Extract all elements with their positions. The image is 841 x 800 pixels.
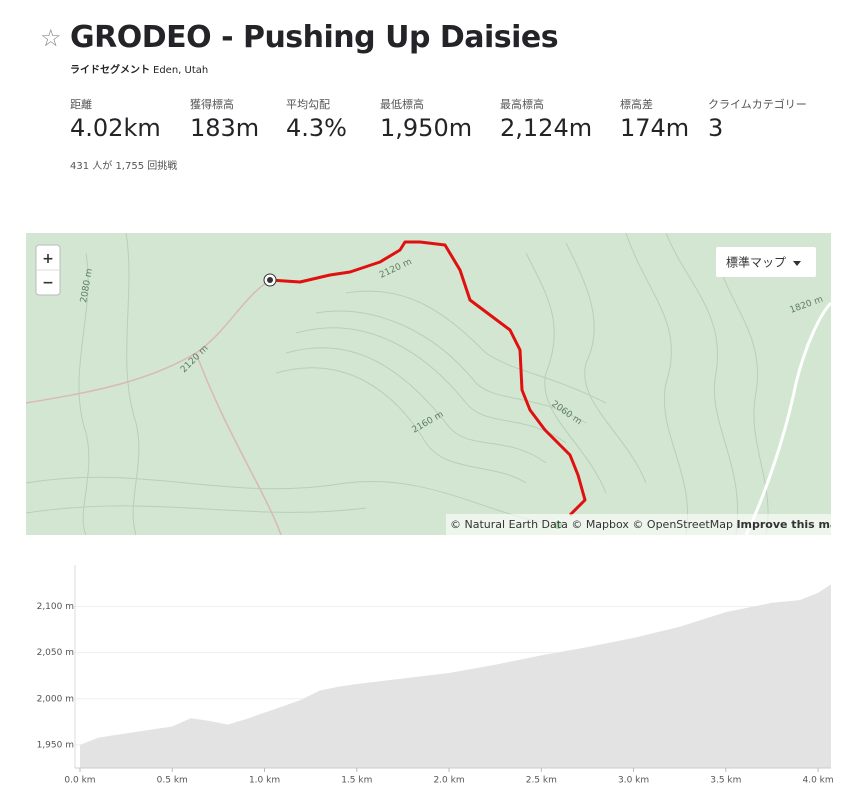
stat-label: 最高標高 [500,98,544,111]
route [269,240,587,517]
highway [744,301,831,535]
y-tick-label: 1,950 m [37,740,74,750]
improve-link[interactable]: Improve this map [736,518,831,531]
map-bg [26,233,831,535]
stat-label: クライムカテゴリー [708,98,807,111]
elevation-area [80,584,831,768]
x-tick-label: 1.0 km [249,776,280,786]
stat-value: 174m [620,114,690,142]
x-tick-label: 3.5 km [710,776,741,786]
y-tick-label: 2,050 m [37,648,74,658]
x-tick-label: 2.5 km [526,776,557,786]
stat-label: 標高差 [620,98,653,111]
stat-label: 最低標高 [380,98,424,111]
x-tick-label: 4.0 km [803,776,834,786]
x-tick-label: 0.0 km [64,776,95,786]
x-tick-label: 0.5 km [157,776,188,786]
stat-value: 3 [708,114,724,142]
roads [26,279,282,535]
stat-label: 距離 [70,98,92,111]
segment-title: GRODEO - Pushing Up Daisies [70,20,559,55]
style-button[interactable]: 標準マップ [726,255,786,270]
elevation-chart: 1,950 m 2,000 m 2,050 m 2,100 m 0.0 km 0.5 km… [37,565,834,786]
x-tick-label: 3.0 km [618,776,649,786]
dropdown-caret [793,261,801,266]
zoom-in[interactable]: + [42,251,54,267]
attribution: © Natural Earth Data © Mapbox © OpenStre… [450,518,831,531]
segment-subtitle: ライドセグメント Eden, Utah [70,61,208,76]
x-tick-label: 2.0 km [433,776,464,786]
y-tick-label: 2,000 m [37,694,74,704]
stat-value: 1,950m [380,114,473,142]
stat-value: 4.02km [70,114,161,142]
stat-value: 4.3% [286,114,347,142]
attempts: 431 人が 1,755 回挑戦 [70,161,178,172]
stat-label: 平均勾配 [286,98,330,111]
y-tick-label: 2,100 m [37,602,74,612]
x-tick-label: 1.5 km [341,776,372,786]
map: 2080 m 2120 m 2120 m 2160 m 2060 m 1820 … [26,233,831,535]
finish-marker-dot [267,277,273,283]
segment-location: Eden, Utah [153,65,209,76]
style-button-bg[interactable] [716,247,816,277]
stat-value: 2,124m [500,114,593,142]
stat-label: 獲得標高 [190,98,234,111]
stat-value: 183m [190,114,260,142]
attribution-text: © Natural Earth Data © Mapbox © OpenStre… [450,518,733,531]
segment-type: ライドセグメント [70,65,150,76]
zoom-out[interactable]: − [42,275,54,291]
attribution-bg [446,514,831,535]
star-button[interactable]: ☆ [40,24,62,52]
